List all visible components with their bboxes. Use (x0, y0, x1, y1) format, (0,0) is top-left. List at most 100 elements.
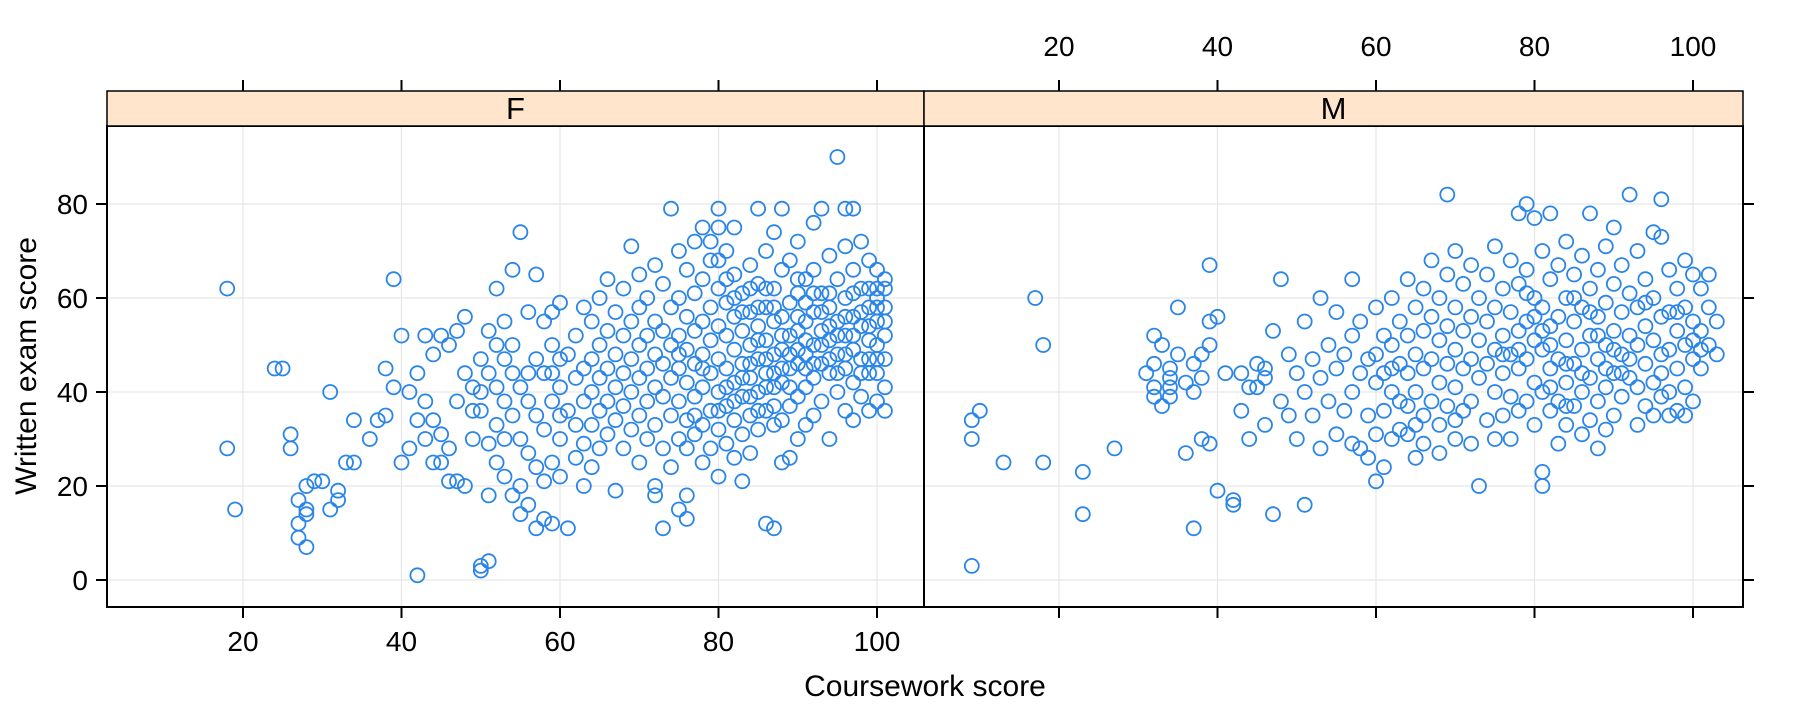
data-point (1439, 266, 1456, 283)
data-point (1677, 252, 1693, 269)
data-point (813, 285, 830, 302)
data-point (1344, 435, 1361, 452)
data-point (781, 294, 798, 311)
data-point (591, 337, 608, 353)
data-point (1471, 290, 1487, 306)
x-tick-label-top: 20 (1043, 31, 1074, 62)
data-point (1423, 252, 1440, 269)
data-point (861, 351, 877, 368)
data-point (1693, 280, 1709, 297)
data-point (805, 261, 822, 278)
data-point (805, 369, 822, 386)
data-point (1518, 351, 1535, 368)
data-point (1605, 219, 1622, 236)
data-point (1383, 290, 1400, 306)
data-point (766, 299, 782, 316)
data-point (401, 384, 418, 400)
data-point (1463, 393, 1479, 410)
data-point (877, 299, 893, 316)
data-point (971, 402, 988, 419)
data-point (361, 431, 378, 447)
data-point (1574, 341, 1590, 358)
data-point (1574, 426, 1590, 443)
data-point (766, 520, 782, 537)
data-point (488, 454, 505, 471)
data-point (1661, 304, 1678, 321)
data-point (1368, 299, 1384, 316)
data-point (1439, 318, 1456, 335)
data-point (686, 388, 703, 405)
data-point (671, 393, 687, 410)
data-point (1447, 299, 1464, 316)
data-point (575, 435, 592, 452)
data-point (591, 290, 608, 306)
data-point (845, 308, 862, 325)
data-point (1376, 459, 1392, 476)
data-point (433, 327, 450, 344)
data-point (1550, 308, 1567, 325)
data-points-layer (219, 149, 1725, 584)
data-point (1542, 205, 1559, 222)
data-point (1677, 337, 1693, 353)
data-point (766, 280, 782, 297)
data-point (1685, 351, 1701, 368)
data-point (639, 290, 656, 306)
data-point (1233, 402, 1250, 419)
data-point (1193, 431, 1210, 447)
data-point (1534, 341, 1551, 358)
data-point (829, 149, 846, 165)
data-point (1344, 384, 1361, 400)
data-point (631, 266, 648, 283)
data-point (385, 379, 402, 396)
data-point (853, 280, 869, 297)
data-point (963, 431, 980, 447)
data-point (1645, 332, 1662, 349)
data-point (1534, 478, 1551, 494)
data-point (805, 214, 822, 231)
data-point (1344, 327, 1361, 344)
gridlines-layer (107, 126, 1743, 607)
data-point (1685, 313, 1701, 330)
data-point (742, 407, 759, 424)
data-point (322, 501, 339, 518)
data-point (472, 384, 489, 400)
data-point (758, 280, 774, 297)
data-point (1415, 407, 1432, 424)
data-point (417, 431, 434, 447)
data-point (726, 266, 743, 283)
data-point (504, 365, 521, 382)
data-point (829, 327, 846, 344)
data-point (1693, 341, 1709, 358)
data-point (774, 412, 790, 429)
data-point (1685, 332, 1701, 349)
data-point (710, 219, 727, 236)
data-point (1629, 299, 1646, 316)
data-point (781, 252, 798, 269)
data-point (1273, 271, 1289, 288)
data-point (869, 261, 885, 278)
data-point (631, 407, 648, 424)
data-point (1257, 416, 1273, 433)
data-point (1685, 393, 1701, 410)
data-point (1661, 384, 1678, 400)
data-point (686, 426, 703, 443)
data-point (702, 252, 719, 269)
data-point (1479, 412, 1495, 429)
data-point (758, 365, 774, 382)
data-point (1502, 388, 1519, 405)
data-point (742, 257, 759, 274)
data-point (544, 365, 560, 382)
data-point (1312, 290, 1329, 306)
data-point (1510, 205, 1527, 222)
data-point (1352, 365, 1369, 382)
data-point (1201, 257, 1218, 274)
data-point (742, 355, 759, 372)
data-point (1558, 355, 1575, 372)
data-point (1558, 398, 1575, 415)
data-point (1447, 243, 1464, 259)
data-point (1502, 304, 1519, 321)
data-point (1597, 360, 1614, 377)
data-point (1193, 346, 1210, 363)
data-point (1621, 351, 1638, 368)
data-point (298, 501, 315, 518)
